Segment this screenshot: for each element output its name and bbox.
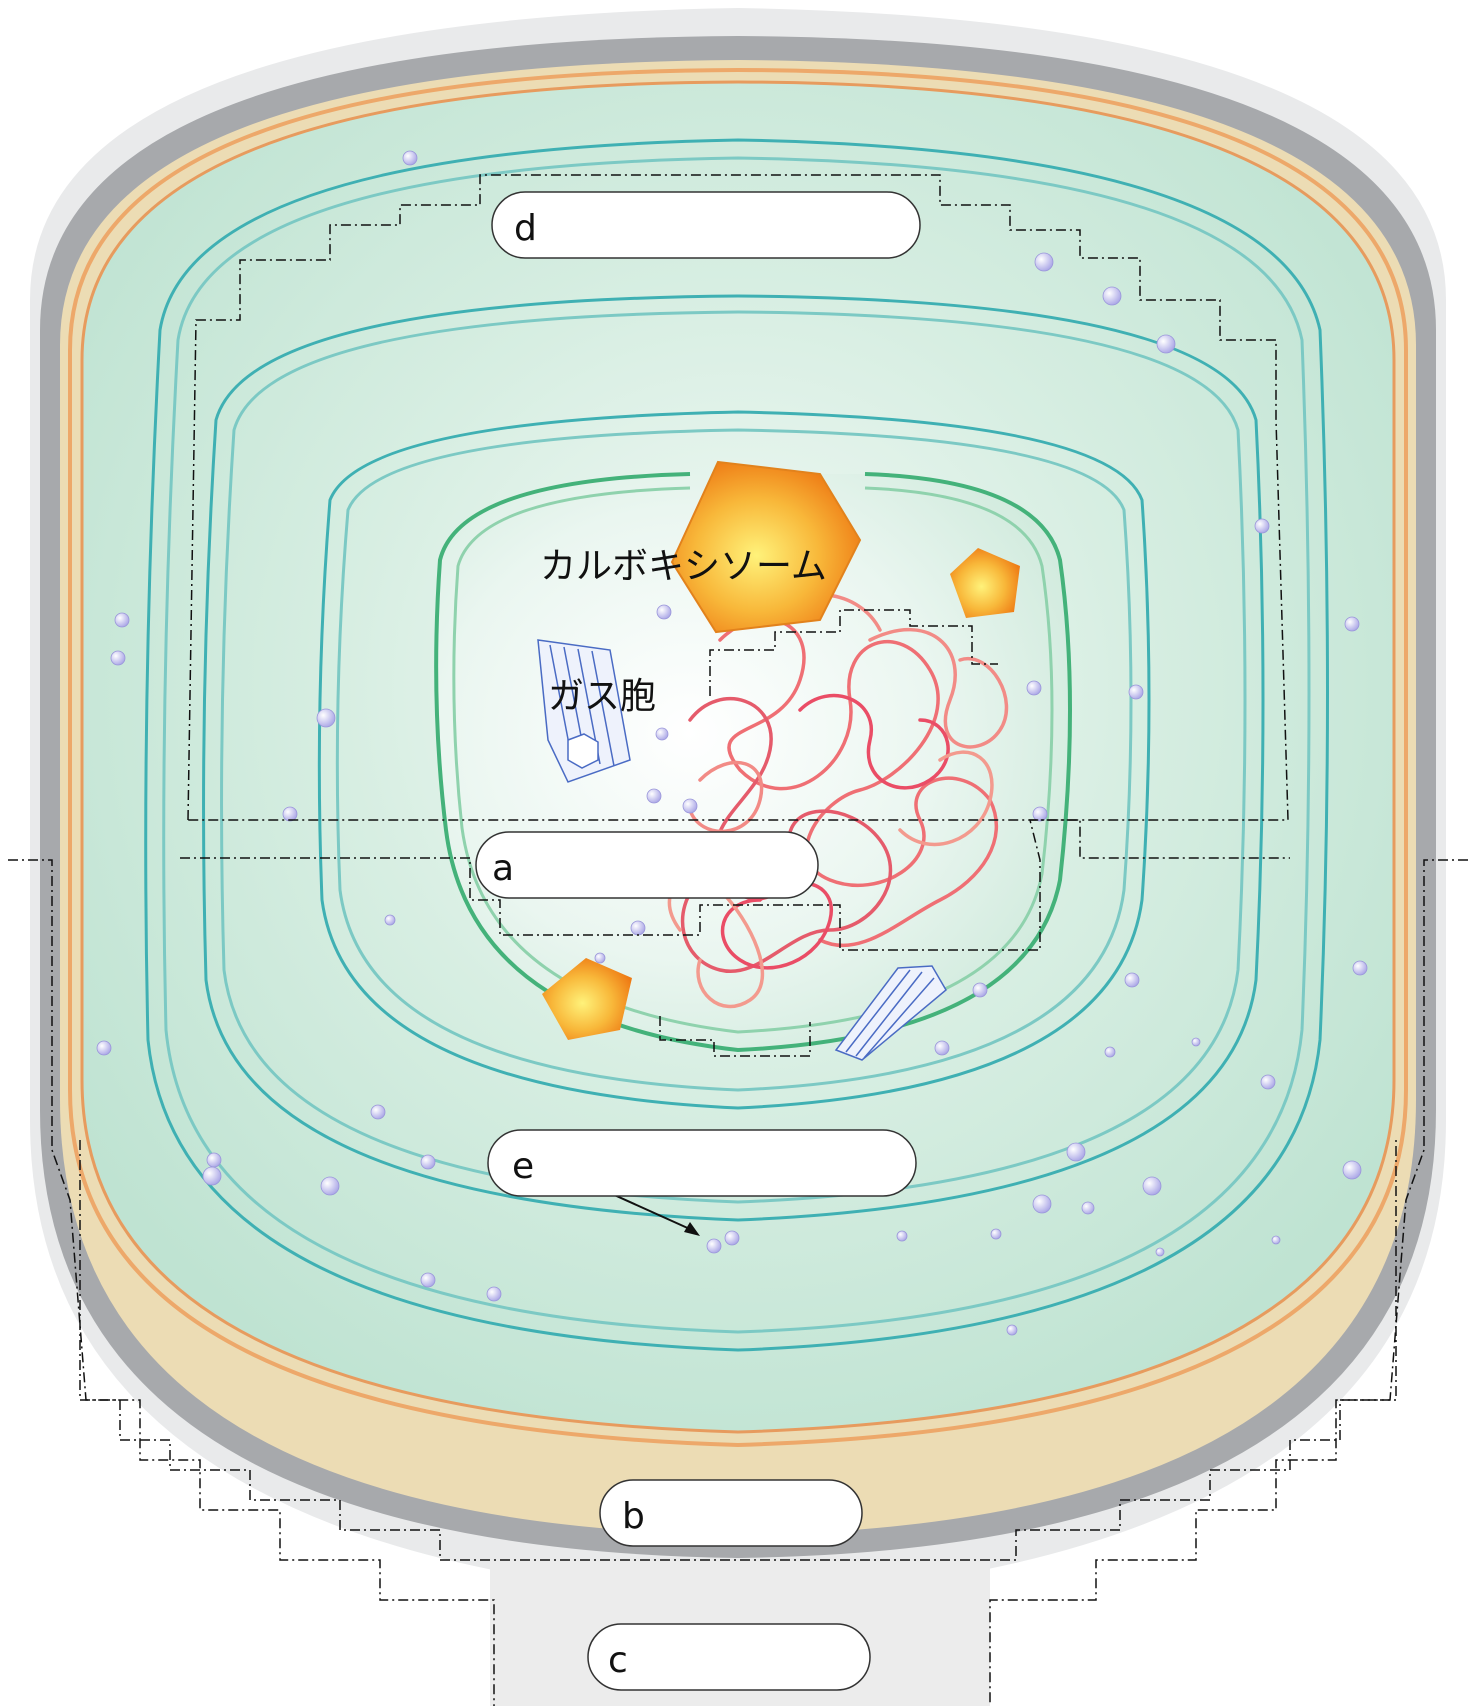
storage-granule xyxy=(1156,334,1176,354)
storage-granule xyxy=(646,788,662,804)
blank-a-letter: a xyxy=(492,848,514,889)
storage-granule xyxy=(1142,1176,1162,1196)
storage-granule xyxy=(630,920,646,936)
storage-granule xyxy=(316,708,336,728)
storage-granule xyxy=(1271,1235,1281,1245)
storage-granule xyxy=(402,150,418,166)
storage-granule xyxy=(370,1104,386,1120)
storage-granule xyxy=(1254,518,1270,534)
storage-granule xyxy=(594,952,606,964)
blank-e[interactable]: e xyxy=(487,1129,917,1197)
carboxysome-large xyxy=(670,460,862,634)
thylakoid-ring-1a xyxy=(144,138,1329,1352)
outer-membrane-line xyxy=(68,67,1408,1448)
storage-granule xyxy=(420,1272,436,1288)
storage-granule xyxy=(1034,252,1054,272)
storage-granule xyxy=(972,982,988,998)
storage-granule xyxy=(114,612,130,628)
thylakoid-ring-1b xyxy=(162,156,1311,1334)
thylakoid-ring-3b xyxy=(335,428,1133,1092)
thylakoid-membranes xyxy=(144,138,1329,1352)
bracket-b xyxy=(79,1140,1397,1561)
storage-granule xyxy=(96,1040,112,1056)
callout-brackets xyxy=(8,174,1468,1706)
gas-vesicle-1-hex xyxy=(567,733,599,769)
storage-granule xyxy=(1032,1194,1052,1214)
thylakoid-ring-2a xyxy=(202,294,1265,1222)
storage-granule xyxy=(934,1040,950,1056)
blank-b-field[interactable] xyxy=(599,1479,863,1547)
carboxysome-small-1 xyxy=(950,548,1020,618)
storage-granule xyxy=(1191,1037,1201,1047)
blank-e-letter: e xyxy=(512,1146,534,1187)
storage-granule xyxy=(896,1230,908,1242)
nucleoid-region xyxy=(434,472,1072,1053)
blank-d[interactable]: d xyxy=(491,191,921,259)
bracket-d xyxy=(187,174,1289,821)
storage-granule xyxy=(656,604,672,620)
storage-granule xyxy=(1006,1324,1018,1336)
storage-granule xyxy=(990,1228,1002,1240)
label-gas-vesicle: ガス胞 xyxy=(548,676,656,717)
pointer-e-head xyxy=(684,1222,700,1236)
storage-granule xyxy=(706,1238,722,1254)
gas-vesicle-1 xyxy=(537,639,631,783)
thylakoid-ring-2b xyxy=(220,310,1247,1204)
storage-granule xyxy=(1352,960,1368,976)
storage-granule xyxy=(655,727,669,741)
blank-e-field[interactable] xyxy=(487,1129,917,1197)
storage-granule xyxy=(1104,1046,1116,1058)
gas-vesicle-2-ribs xyxy=(845,969,935,1059)
carboxysome-small-2 xyxy=(542,958,632,1040)
storage-granule xyxy=(724,1230,740,1246)
storage-granule xyxy=(1066,1142,1086,1162)
storage-granules xyxy=(96,150,1368,1336)
blank-d-field[interactable] xyxy=(491,191,921,259)
blank-b-letter: b xyxy=(622,1496,645,1537)
blank-c-field[interactable] xyxy=(587,1623,871,1691)
dna-strand-2 xyxy=(680,697,893,974)
bracket-c xyxy=(8,859,1468,1706)
storage-granule xyxy=(1128,684,1144,700)
storage-granule xyxy=(384,914,396,926)
blank-a-field[interactable] xyxy=(475,831,819,899)
storage-granule xyxy=(486,1286,502,1302)
storage-granule xyxy=(1081,1201,1095,1215)
storage-granule xyxy=(1032,806,1048,822)
blank-c[interactable]: c xyxy=(587,1623,871,1691)
gas-vesicle-2-body xyxy=(834,965,947,1061)
storage-granule xyxy=(1344,616,1360,632)
storage-granule xyxy=(206,1152,222,1168)
storage-granule xyxy=(1124,972,1140,988)
storage-granule xyxy=(1026,680,1042,696)
storage-granule xyxy=(1102,286,1122,306)
storage-granule xyxy=(202,1166,222,1186)
label-carboxysome: カルボキシソーム xyxy=(540,546,827,587)
bracket-a xyxy=(180,819,1290,951)
storage-granule xyxy=(1260,1074,1276,1090)
thylakoid-ring-3a xyxy=(317,410,1151,1110)
storage-granule xyxy=(320,1176,340,1196)
storage-granule xyxy=(420,1154,436,1170)
blank-c-letter: c xyxy=(608,1640,628,1681)
storage-granule xyxy=(282,806,298,822)
storage-granule xyxy=(682,798,698,814)
storage-granule xyxy=(110,650,126,666)
blank-b[interactable]: b xyxy=(599,1479,863,1547)
gas-vesicle-1-body xyxy=(537,639,631,783)
blank-a[interactable]: a xyxy=(475,831,819,899)
nucleoid-inner-line xyxy=(452,486,1054,1034)
blank-d-letter: d xyxy=(514,208,537,249)
storage-granule xyxy=(1155,1247,1165,1257)
gas-vesicle-2 xyxy=(834,965,947,1061)
bracket-nucleoid xyxy=(659,609,998,1057)
gas-vesicle-1-ribs xyxy=(549,644,615,767)
storage-granule xyxy=(1342,1160,1362,1180)
